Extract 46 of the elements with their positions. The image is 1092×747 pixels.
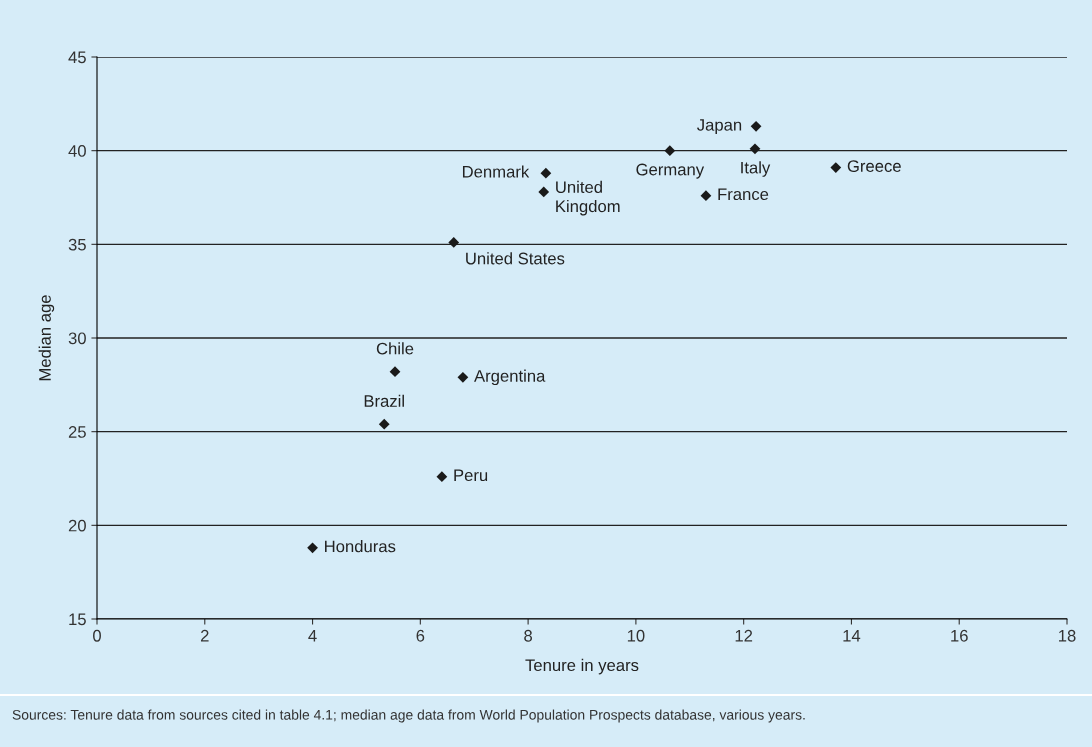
- x-axis-title: Tenure in years: [525, 658, 639, 675]
- point: [830, 162, 842, 173]
- point: [538, 186, 550, 198]
- annotation: Peru: [454, 469, 488, 482]
- y-tick-label: 40: [68, 145, 86, 157]
- annotation: Italy: [741, 161, 771, 177]
- y-tick-label: 35: [68, 238, 86, 251]
- y-tick-label: 15: [69, 613, 86, 626]
- annotation: Greece: [847, 160, 901, 172]
- x-tick-label: 8: [524, 629, 533, 642]
- y-tick-label: 25: [68, 426, 86, 438]
- annotation: United Kingdom: [556, 180, 620, 216]
- point: [700, 190, 712, 202]
- point: [749, 143, 761, 155]
- source-note: Sources: Tenure data from sources cited in table 4.1; median age data from World Population Prospects database, various years.: [12, 709, 805, 723]
- y-tick-label: 45: [68, 51, 86, 64]
- point: [664, 145, 676, 157]
- annotation: Denmark: [462, 165, 530, 178]
- annotation: Brazil: [364, 394, 404, 407]
- point: [448, 237, 460, 248]
- x-tick-label: 4: [308, 630, 317, 642]
- annotation: France: [718, 188, 769, 201]
- annotation: Germany: [636, 163, 705, 179]
- y-tick-label: 20: [68, 519, 86, 532]
- point: [750, 120, 762, 132]
- x-tick-label: 12: [735, 629, 753, 642]
- x-tick-label: 10: [627, 629, 645, 642]
- point: [436, 471, 448, 483]
- y-axis-title: Median age: [38, 295, 55, 381]
- x-tick-label: 14: [843, 630, 861, 642]
- point: [378, 418, 390, 430]
- annotation: United States: [466, 252, 565, 265]
- point: [457, 371, 469, 383]
- x-tick-label: 6: [416, 629, 425, 642]
- annotation: Chile: [376, 342, 414, 355]
- x-tick-label: 0: [93, 629, 101, 642]
- y-tick-label: 30: [68, 332, 86, 345]
- point: [540, 167, 552, 179]
- annotation: Argentina: [474, 369, 546, 386]
- x-tick-label: 2: [200, 629, 209, 642]
- point: [389, 366, 401, 378]
- annotation: Japan: [697, 119, 742, 135]
- x-tick-label: 16: [951, 629, 968, 642]
- point: [307, 542, 318, 554]
- annotation: Honduras: [325, 540, 396, 553]
- x-tick-label: 18: [1059, 629, 1076, 642]
